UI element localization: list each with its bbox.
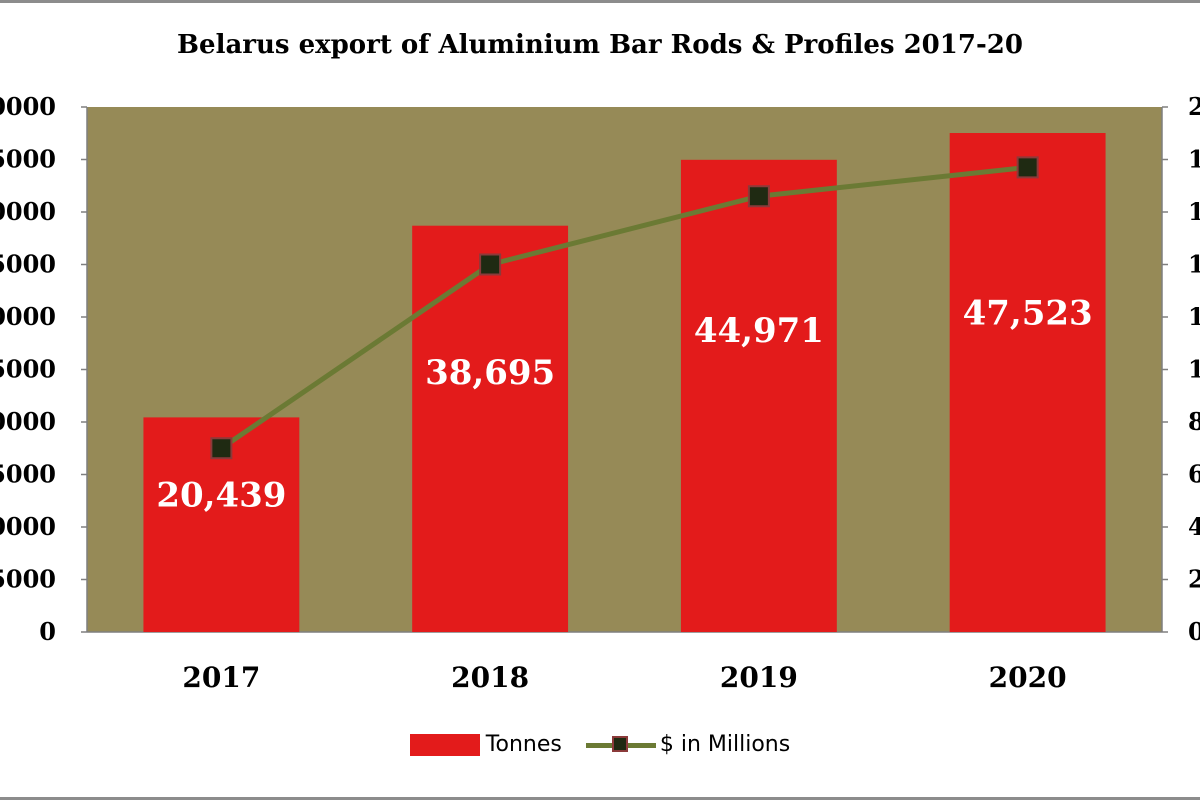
- right-tick-label: 80: [1188, 407, 1200, 436]
- left-tick-label: 10000: [0, 512, 56, 541]
- left-tick-label: 5000: [0, 565, 56, 594]
- right-tick-label: 180: [1188, 145, 1200, 174]
- value-line: [219, 164, 1028, 451]
- left-tick-label: 0: [39, 617, 56, 646]
- chart-title: Belarus export of Aluminium Bar Rods & P…: [177, 30, 1023, 60]
- right-tick-label: 0: [1188, 617, 1200, 646]
- right-tick-label: 200: [1188, 92, 1200, 121]
- bar-2020: [949, 133, 1106, 633]
- left-tick-label: 40000: [0, 197, 56, 226]
- left-tick-label: 50000: [0, 92, 56, 121]
- legend-item-tonnes: Tonnes: [409, 732, 562, 757]
- x-tick-label: 2020: [989, 661, 1067, 694]
- legend-swatch-line: [585, 734, 656, 756]
- line-layer: [210, 156, 1039, 460]
- left-tick-label: 15000: [0, 460, 56, 489]
- right-tick-label: 160: [1188, 197, 1200, 226]
- bar-2019: [680, 159, 837, 632]
- data-label-2020: 47,523: [963, 294, 1093, 334]
- line-marker-2020: [1016, 156, 1039, 179]
- legend-label-value: $ in Millions: [659, 732, 791, 757]
- right-tick-label: 120: [1188, 302, 1200, 331]
- data-label-2019: 44,971: [694, 311, 824, 351]
- legend-swatch-bar: [409, 733, 480, 756]
- data-label-2017: 20,439: [156, 476, 286, 516]
- line-marker-2019: [747, 185, 770, 208]
- x-tick-label: 2018: [451, 661, 529, 694]
- legend-item-value: $ in Millions: [585, 732, 791, 757]
- line-marker-2017: [210, 437, 233, 460]
- data-label-2018: 38,695: [425, 353, 555, 393]
- right-tick-label: 100: [1188, 355, 1200, 384]
- line-marker-2018: [479, 253, 502, 276]
- right-tick-label: 20: [1188, 565, 1200, 594]
- legend: Tonnes $ in Millions: [0, 732, 1200, 757]
- right-tick-label: 140: [1188, 250, 1200, 279]
- right-tick-label: 40: [1188, 512, 1200, 541]
- labels-layer: 20,439 38,695 44,971 47,523: [156, 294, 1092, 516]
- left-tick-label: 45000: [0, 145, 56, 174]
- x-tick-label: 2017: [182, 661, 260, 694]
- left-tick-label: 30000: [0, 302, 56, 331]
- left-tick-label: 35000: [0, 250, 56, 279]
- bar-2018: [412, 225, 569, 632]
- legend-label-tonnes: Tonnes: [485, 732, 562, 757]
- left-tick-label: 25000: [0, 355, 56, 384]
- x-tick-label: 2019: [720, 661, 798, 694]
- right-tick-label: 60: [1188, 460, 1200, 489]
